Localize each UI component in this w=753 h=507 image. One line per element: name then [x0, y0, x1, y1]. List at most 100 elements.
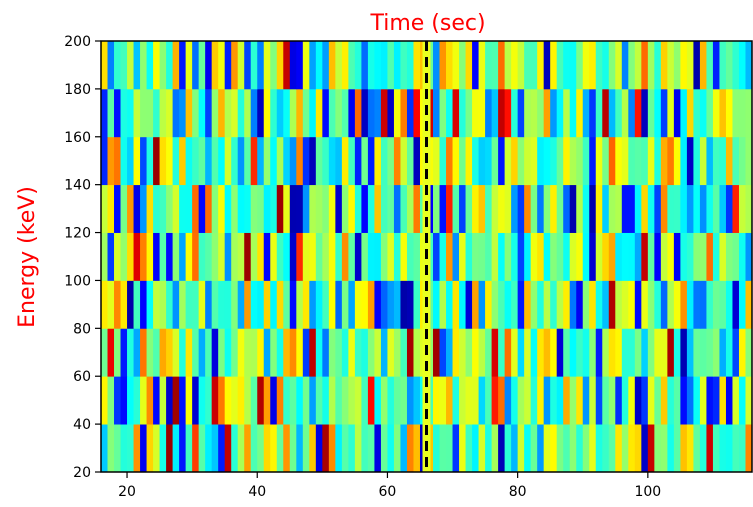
heatmap-cell	[127, 280, 134, 329]
heatmap-cell	[289, 376, 297, 425]
heatmap-cell	[504, 376, 512, 425]
heatmap-cell	[185, 184, 193, 233]
heatmap-cell	[328, 232, 336, 281]
heatmap-cell	[634, 184, 642, 233]
heatmap-cell	[133, 232, 141, 281]
heatmap-cell	[706, 328, 714, 377]
heatmap-cell	[185, 88, 193, 138]
heatmap-cell	[719, 41, 727, 90]
heatmap-cell	[140, 424, 147, 472]
heatmap-cell	[244, 328, 252, 377]
heatmap-cell	[172, 328, 180, 377]
heatmap-cell	[185, 424, 193, 472]
heatmap-cell	[302, 88, 310, 138]
heatmap-cell	[634, 88, 642, 138]
heatmap-cell	[224, 328, 232, 377]
heatmap-cell	[341, 376, 349, 425]
heatmap-cell	[693, 41, 701, 90]
heatmap-cell	[101, 88, 108, 138]
heatmap-cell	[211, 328, 219, 377]
heatmap-cell	[511, 232, 519, 281]
heatmap-cell	[309, 232, 317, 281]
heatmap-cell	[465, 232, 473, 281]
heatmap-cell	[530, 232, 538, 281]
y-tick-label: 20	[73, 465, 91, 481]
heatmap-cell	[231, 136, 239, 186]
heatmap-cell	[719, 184, 727, 233]
heatmap-cell	[498, 280, 506, 329]
heatmap-cell	[205, 424, 213, 472]
heatmap-cell	[348, 184, 356, 233]
heatmap-cell	[270, 376, 278, 425]
heatmap-cell	[602, 232, 610, 281]
heatmap-cell	[231, 280, 239, 329]
heatmap-cell	[406, 136, 414, 186]
heatmap-cell	[153, 232, 160, 281]
heatmap-cell	[276, 88, 284, 138]
y-tick-label: 180	[64, 82, 91, 98]
heatmap-cell	[446, 136, 453, 186]
heatmap-cell	[511, 136, 519, 186]
heatmap-cell	[595, 184, 603, 233]
heatmap-cell	[101, 424, 108, 472]
heatmap-cell	[107, 280, 115, 329]
heatmap-cell	[406, 88, 414, 138]
heatmap-cell	[387, 280, 395, 329]
heatmap-cell	[237, 41, 245, 90]
heatmap-cell	[725, 88, 733, 138]
y-tick-label: 140	[64, 178, 91, 194]
heatmap-cell	[413, 328, 421, 377]
heatmap-cell	[738, 424, 746, 472]
heatmap-cell	[224, 376, 232, 425]
heatmap-cell	[621, 184, 629, 233]
heatmap-cell	[712, 280, 720, 329]
heatmap-cell	[589, 280, 597, 329]
heatmap-cell	[140, 232, 147, 281]
heatmap-cell	[563, 328, 571, 377]
heatmap-cell	[315, 184, 323, 233]
heatmap-cell	[159, 184, 167, 233]
heatmap-cell	[452, 88, 460, 138]
heatmap-cell	[459, 41, 466, 90]
heatmap-cell	[582, 328, 590, 377]
heatmap-cell	[133, 328, 141, 377]
heatmap-cell	[693, 328, 701, 377]
heatmap-cell	[166, 41, 174, 90]
heatmap-cell	[725, 280, 733, 329]
heatmap-cell	[602, 280, 610, 329]
heatmap-cell	[452, 280, 460, 329]
heatmap-cell	[244, 280, 252, 329]
heatmap-cell	[602, 424, 610, 472]
heatmap-cell	[498, 41, 506, 90]
heatmap-cell	[706, 280, 714, 329]
heatmap-cell	[686, 184, 694, 233]
heatmap-cell	[433, 376, 440, 425]
heatmap-cell	[127, 88, 134, 138]
heatmap-cell	[270, 232, 278, 281]
heatmap-cell	[667, 232, 675, 281]
heatmap-cell	[283, 88, 291, 138]
heatmap-cell	[257, 424, 265, 472]
heatmap-cell	[107, 136, 115, 186]
heatmap-cell	[433, 136, 440, 186]
heatmap-cell	[133, 376, 141, 425]
heatmap-cell	[589, 136, 597, 186]
heatmap-cell	[628, 136, 636, 186]
heatmap-cell	[433, 232, 440, 281]
heatmap-cell	[569, 184, 577, 233]
heatmap-cell	[725, 136, 733, 186]
heatmap-cell	[699, 184, 707, 233]
heatmap-cell	[231, 232, 239, 281]
heatmap-cell	[114, 41, 121, 90]
heatmap-cell	[673, 136, 681, 186]
heatmap-cell	[380, 184, 388, 233]
heatmap-cell	[543, 41, 551, 90]
heatmap-cell	[699, 424, 707, 472]
heatmap-cell	[478, 184, 486, 233]
heatmap-cell	[237, 376, 245, 425]
heatmap-cell	[524, 88, 532, 138]
heatmap-cell	[465, 136, 473, 186]
heatmap-cell	[114, 88, 121, 138]
heatmap-cell	[387, 424, 395, 472]
heatmap-cell	[224, 136, 232, 186]
